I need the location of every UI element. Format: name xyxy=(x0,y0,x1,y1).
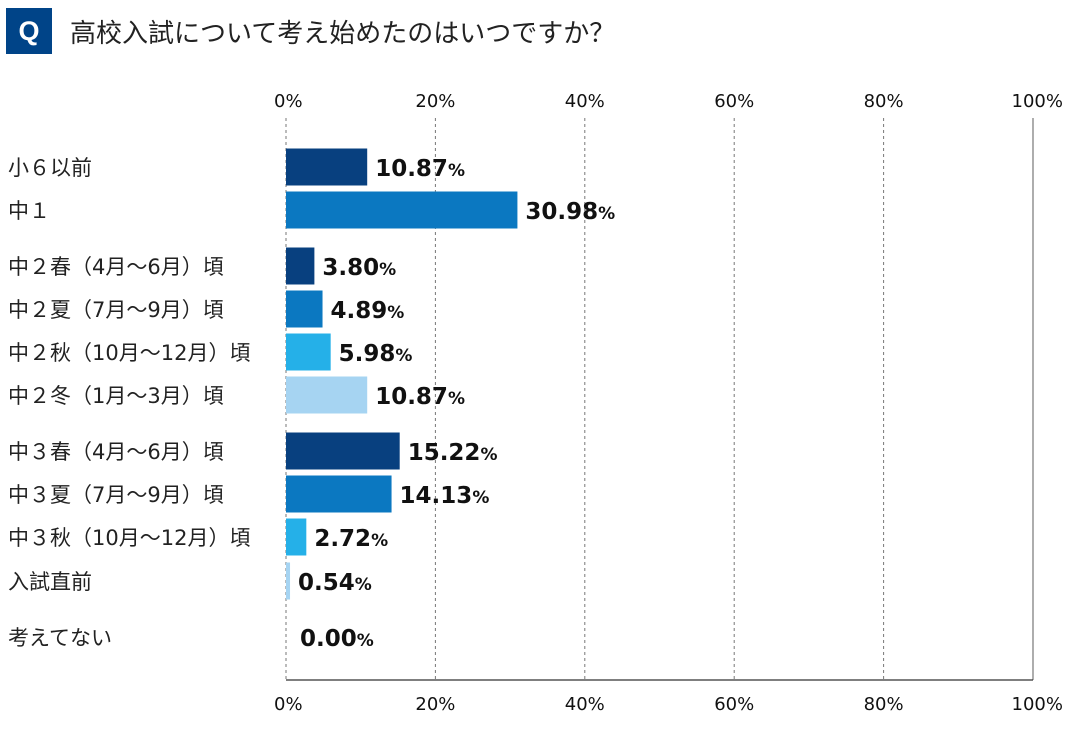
x-tick-label-bottom: 60% xyxy=(714,694,754,715)
value-labels: 10.87% 30.98% 3.80% 4.89% 5.98% 10.87% 15.22% 1… xyxy=(298,156,615,652)
x-tick-label-top: 20% xyxy=(415,91,455,112)
category-label: 考えてない xyxy=(8,626,112,650)
category-label: 小６以前 xyxy=(8,156,92,180)
data-label: 10.87% xyxy=(375,156,465,182)
data-label: 14.13% xyxy=(400,483,490,509)
bar xyxy=(286,290,323,328)
bar xyxy=(286,333,331,371)
bar xyxy=(286,562,291,600)
x-tick-label-top: 100% xyxy=(1012,91,1063,112)
category-label: 中３春（4月〜6月）頃 xyxy=(8,440,224,464)
data-label: 10.87% xyxy=(375,384,465,410)
x-tick-label-bottom: 0% xyxy=(274,694,303,715)
bars xyxy=(286,148,518,600)
data-label: 0.00% xyxy=(300,626,374,652)
bar xyxy=(286,247,315,285)
category-label: 入試直前 xyxy=(8,570,92,594)
data-label: 15.22% xyxy=(408,440,498,466)
category-label: 中２冬（1月〜3月）頃 xyxy=(8,384,224,408)
data-label: 3.80% xyxy=(322,255,396,281)
bar xyxy=(286,432,400,470)
x-tick-label-bottom: 20% xyxy=(415,694,455,715)
bar xyxy=(286,148,368,186)
bar xyxy=(286,191,518,229)
category-label: 中３秋（10月〜12月）頃 xyxy=(8,526,250,550)
x-tick-label-top: 60% xyxy=(714,91,754,112)
data-label: 30.98% xyxy=(525,199,615,225)
bar xyxy=(286,475,392,513)
bar xyxy=(286,376,368,414)
bottom-axis-ticks: 0% 20% 40% 60% 80% 100% xyxy=(274,694,1063,715)
x-tick-label-top: 0% xyxy=(274,91,303,112)
data-label: 2.72% xyxy=(314,526,388,552)
x-tick-label-bottom: 40% xyxy=(565,694,605,715)
x-tick-label-bottom: 80% xyxy=(864,694,904,715)
x-tick-label-top: 80% xyxy=(864,91,904,112)
top-axis-ticks: 0% 20% 40% 60% 80% 100% xyxy=(274,91,1063,112)
data-label: 4.89% xyxy=(331,298,405,324)
data-label: 0.54% xyxy=(298,570,372,596)
data-label: 5.98% xyxy=(339,341,413,367)
question-title: 高校入試について考え始めたのはいつですか？ xyxy=(70,19,616,49)
category-label: 中２春（4月〜6月）頃 xyxy=(8,255,224,279)
category-label: 中１ xyxy=(8,199,50,223)
x-tick-label-bottom: 100% xyxy=(1012,694,1063,715)
bar xyxy=(286,518,307,556)
question-badge: Q xyxy=(6,8,52,54)
category-label: 中２秋（10月〜12月）頃 xyxy=(8,341,250,365)
category-label: 中２夏（7月〜9月）頃 xyxy=(8,298,224,322)
x-tick-label-top: 40% xyxy=(565,91,605,112)
category-label: 中３夏（7月〜9月）頃 xyxy=(8,483,224,507)
